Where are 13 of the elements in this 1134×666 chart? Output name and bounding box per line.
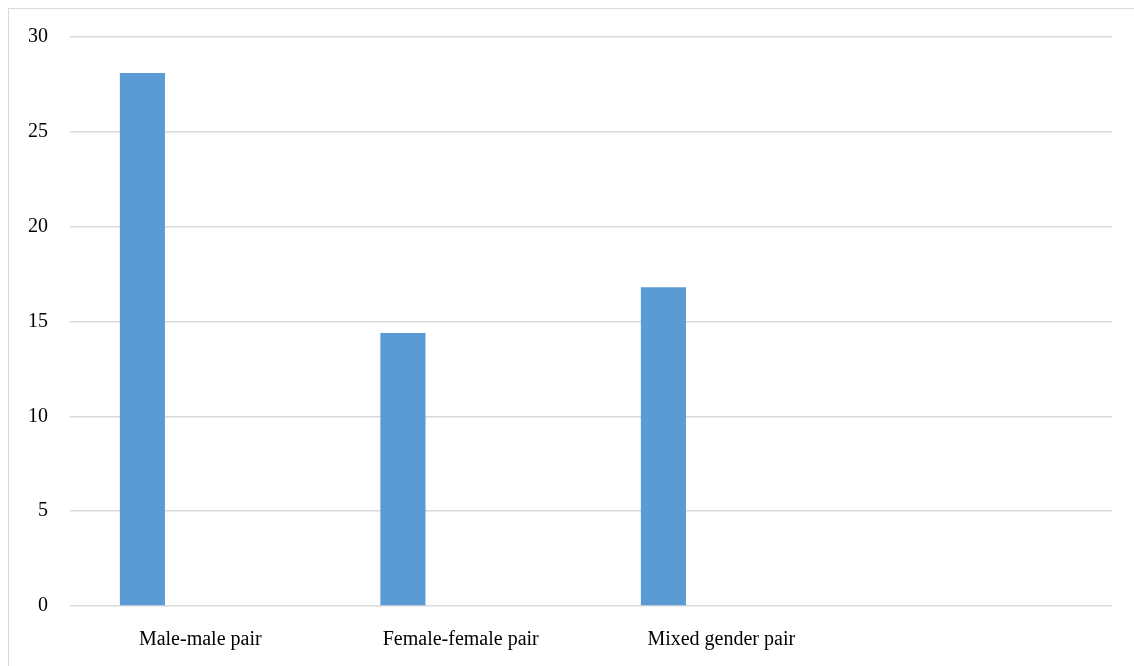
x-tick-label: Male-male pair	[138, 627, 262, 651]
y-tick-label: 10	[28, 403, 48, 426]
x-tick-label: Mixed gender pair	[647, 627, 796, 651]
bar	[119, 73, 165, 606]
y-tick-label: 15	[28, 308, 48, 331]
y-tick-label: 5	[38, 498, 48, 521]
y-tick-label: 20	[28, 213, 48, 236]
bar	[640, 287, 686, 606]
y-tick-label: 25	[28, 119, 48, 142]
bar	[380, 332, 426, 606]
x-tick-label: Female-female pair	[382, 627, 540, 651]
y-tick-label: 0	[38, 593, 48, 616]
y-tick-label: 30	[28, 24, 48, 47]
